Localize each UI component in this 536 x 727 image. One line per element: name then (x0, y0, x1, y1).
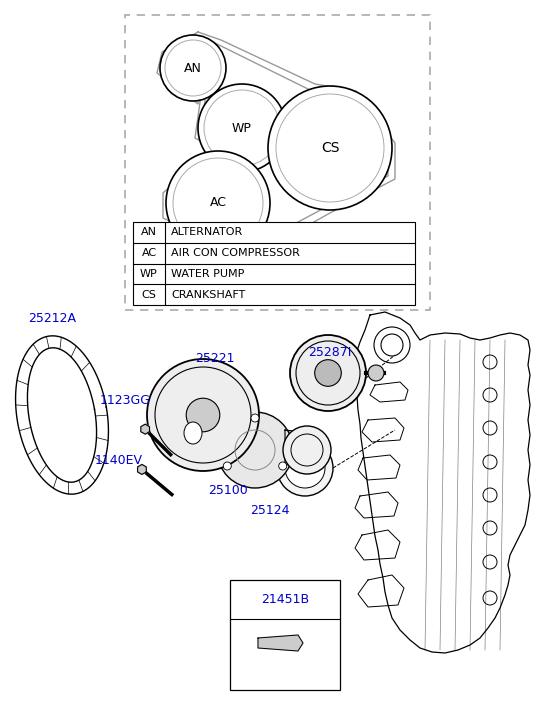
Text: CS: CS (142, 289, 157, 300)
Text: 25287I: 25287I (308, 345, 352, 358)
Text: AC: AC (210, 196, 227, 209)
Circle shape (279, 462, 287, 470)
Circle shape (217, 412, 293, 488)
Bar (125, 15, 430, 310)
Polygon shape (141, 424, 150, 434)
Ellipse shape (184, 422, 202, 444)
Circle shape (251, 414, 259, 422)
Circle shape (285, 448, 325, 488)
Text: CS: CS (321, 141, 339, 155)
Circle shape (283, 426, 331, 474)
Text: AN: AN (184, 62, 202, 74)
Circle shape (315, 360, 341, 386)
Circle shape (268, 86, 392, 210)
Text: AIR CON COMPRESSOR: AIR CON COMPRESSOR (171, 248, 300, 258)
Circle shape (186, 398, 220, 432)
Text: AN: AN (141, 228, 157, 238)
Text: 25212A: 25212A (28, 311, 76, 324)
Polygon shape (138, 465, 146, 475)
Circle shape (160, 35, 226, 101)
Text: 1123GG: 1123GG (100, 393, 151, 406)
Text: ALTERNATOR: ALTERNATOR (171, 228, 243, 238)
Text: WATER PUMP: WATER PUMP (171, 269, 244, 279)
Text: 25221: 25221 (195, 351, 235, 364)
Circle shape (166, 151, 270, 255)
Bar (133, 222, 415, 305)
Text: CRANKSHAFT: CRANKSHAFT (171, 289, 245, 300)
Bar (230, 580, 340, 690)
Circle shape (277, 440, 333, 496)
Text: AC: AC (142, 248, 157, 258)
Circle shape (198, 84, 286, 172)
Circle shape (224, 462, 232, 470)
Text: WP: WP (140, 269, 158, 279)
Text: 1140EV: 1140EV (95, 454, 143, 467)
Text: 25100: 25100 (208, 483, 248, 497)
Polygon shape (258, 635, 303, 651)
Circle shape (147, 359, 259, 471)
Text: 21451B: 21451B (261, 593, 309, 606)
Circle shape (290, 335, 366, 411)
Text: 25124: 25124 (250, 504, 289, 516)
Text: WP: WP (232, 121, 252, 134)
Polygon shape (355, 312, 530, 653)
Circle shape (368, 365, 384, 381)
Polygon shape (285, 430, 327, 465)
